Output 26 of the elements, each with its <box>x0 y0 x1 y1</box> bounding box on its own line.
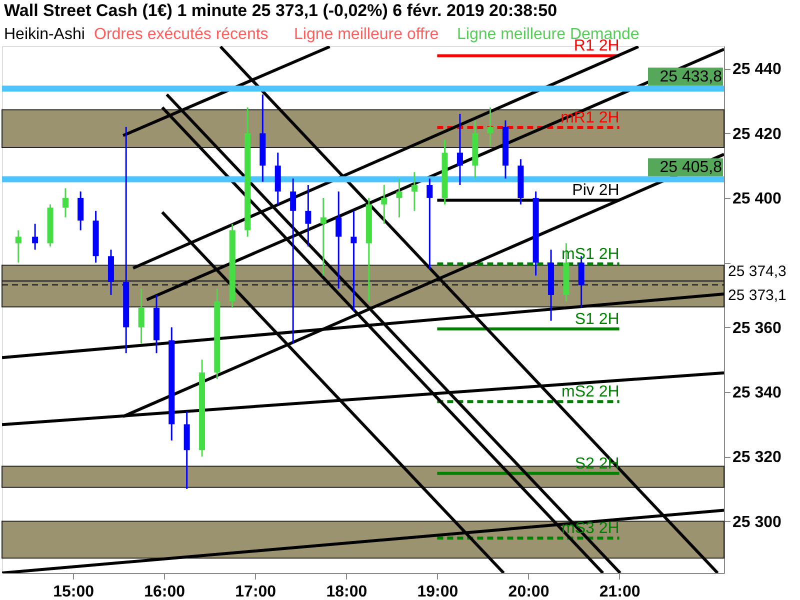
y-tick-label: 25 400 <box>732 190 782 208</box>
x-tick-label: 16:00 <box>144 584 186 600</box>
x-tick-label: 20:00 <box>508 584 550 600</box>
series-label: mS2 2H <box>562 384 620 401</box>
ref-line-label: 25 374,3 <box>728 263 786 280</box>
x-tick-label: 19:00 <box>417 584 458 600</box>
x-tick-label: 18:00 <box>326 584 368 600</box>
x-tick-label: 21:00 <box>599 584 640 600</box>
x-tick-label: 17:00 <box>235 584 276 600</box>
chart-title: Wall Street Cash (1€) 1 minute 25 373,1 (-0,02%) 6 févr. 2019 20:38:50 <box>4 1 558 20</box>
y-tick-label: 25 300 <box>732 514 782 531</box>
y-tick-label: 25 420 <box>732 126 782 143</box>
x-tick-label: 15:00 <box>53 584 94 600</box>
ref-line-label: 25 373,1 <box>728 286 786 304</box>
y-tick-label: 25 440 <box>732 61 782 78</box>
text: Ordres exécutés récents <box>94 26 268 43</box>
ref-line-label: 25 405,8 <box>660 159 722 176</box>
series-label: Piv 2H <box>572 182 620 200</box>
y-tick-label: 25 360 <box>732 320 782 337</box>
y-tick-label: 25 320 <box>732 449 782 466</box>
y-tick-label: 25 340 <box>732 384 782 402</box>
series-label: mR1 2H <box>560 109 620 126</box>
series-label: S1 2H <box>574 310 620 328</box>
text: Heikin-Ashi <box>4 26 85 43</box>
ref-line-label: 25 433,8 <box>660 68 722 86</box>
text: Ligne meilleure offre <box>294 26 439 43</box>
